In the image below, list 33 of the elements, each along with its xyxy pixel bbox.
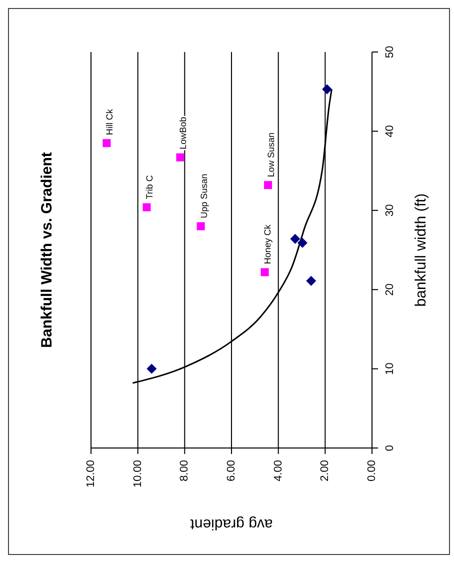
annotation: Low Susan <box>266 132 276 178</box>
point <box>264 181 272 190</box>
annotation: Trib C <box>144 174 155 200</box>
point <box>297 238 308 248</box>
y-tick-label: 10 <box>384 362 396 375</box>
point <box>102 139 111 148</box>
point <box>322 84 332 94</box>
x-tick-label: 2.00 <box>319 460 332 482</box>
point <box>142 203 151 212</box>
x-tick-label: 0.00 <box>366 460 378 482</box>
x-tick-label: 6.00 <box>226 460 238 482</box>
point <box>290 234 300 244</box>
y-tick-label: 50 <box>384 46 396 58</box>
x-tick-label: 8.00 <box>178 460 191 482</box>
y-tick-label: 30 <box>384 204 396 217</box>
annotation: Honey Ck <box>262 224 273 264</box>
point <box>196 222 205 230</box>
point <box>146 364 157 374</box>
x-tick-label: 4.00 <box>272 460 284 482</box>
x-tick-label: 10.00 <box>132 460 144 488</box>
annotation: LowBob <box>178 116 188 150</box>
point <box>260 268 269 276</box>
annotation: Hill Ck <box>104 108 115 136</box>
y-tick-label: 20 <box>384 283 396 296</box>
y-axis-title: bankfull width (ft) <box>412 193 430 307</box>
point <box>306 276 316 286</box>
y-tick-label: 0 <box>384 444 396 452</box>
point <box>176 153 184 162</box>
text: Bankfull Width vs. Gradient <box>38 152 56 348</box>
x-axis-title: avg gradient <box>189 516 273 532</box>
annotation: Upp Susan <box>198 174 209 218</box>
x-tick-label: 12.00 <box>85 460 97 488</box>
y-tick-label: 40 <box>384 125 396 138</box>
